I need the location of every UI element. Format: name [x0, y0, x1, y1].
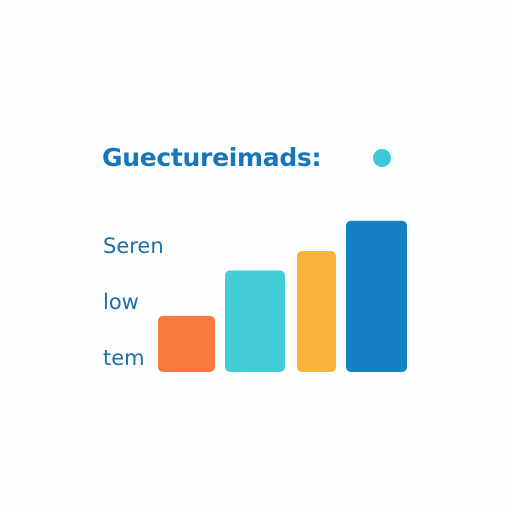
- title-dot-marker: [373, 149, 391, 167]
- y-label-low: low: [103, 290, 139, 314]
- y-label-seren: Seren: [103, 234, 164, 258]
- bar-2: [225, 270, 285, 372]
- bar-4: [346, 220, 407, 372]
- bar-3: [297, 251, 336, 372]
- y-label-tem: tem: [103, 346, 145, 370]
- chart-title: Guectureimads:: [102, 143, 322, 172]
- bar-1: [158, 315, 215, 372]
